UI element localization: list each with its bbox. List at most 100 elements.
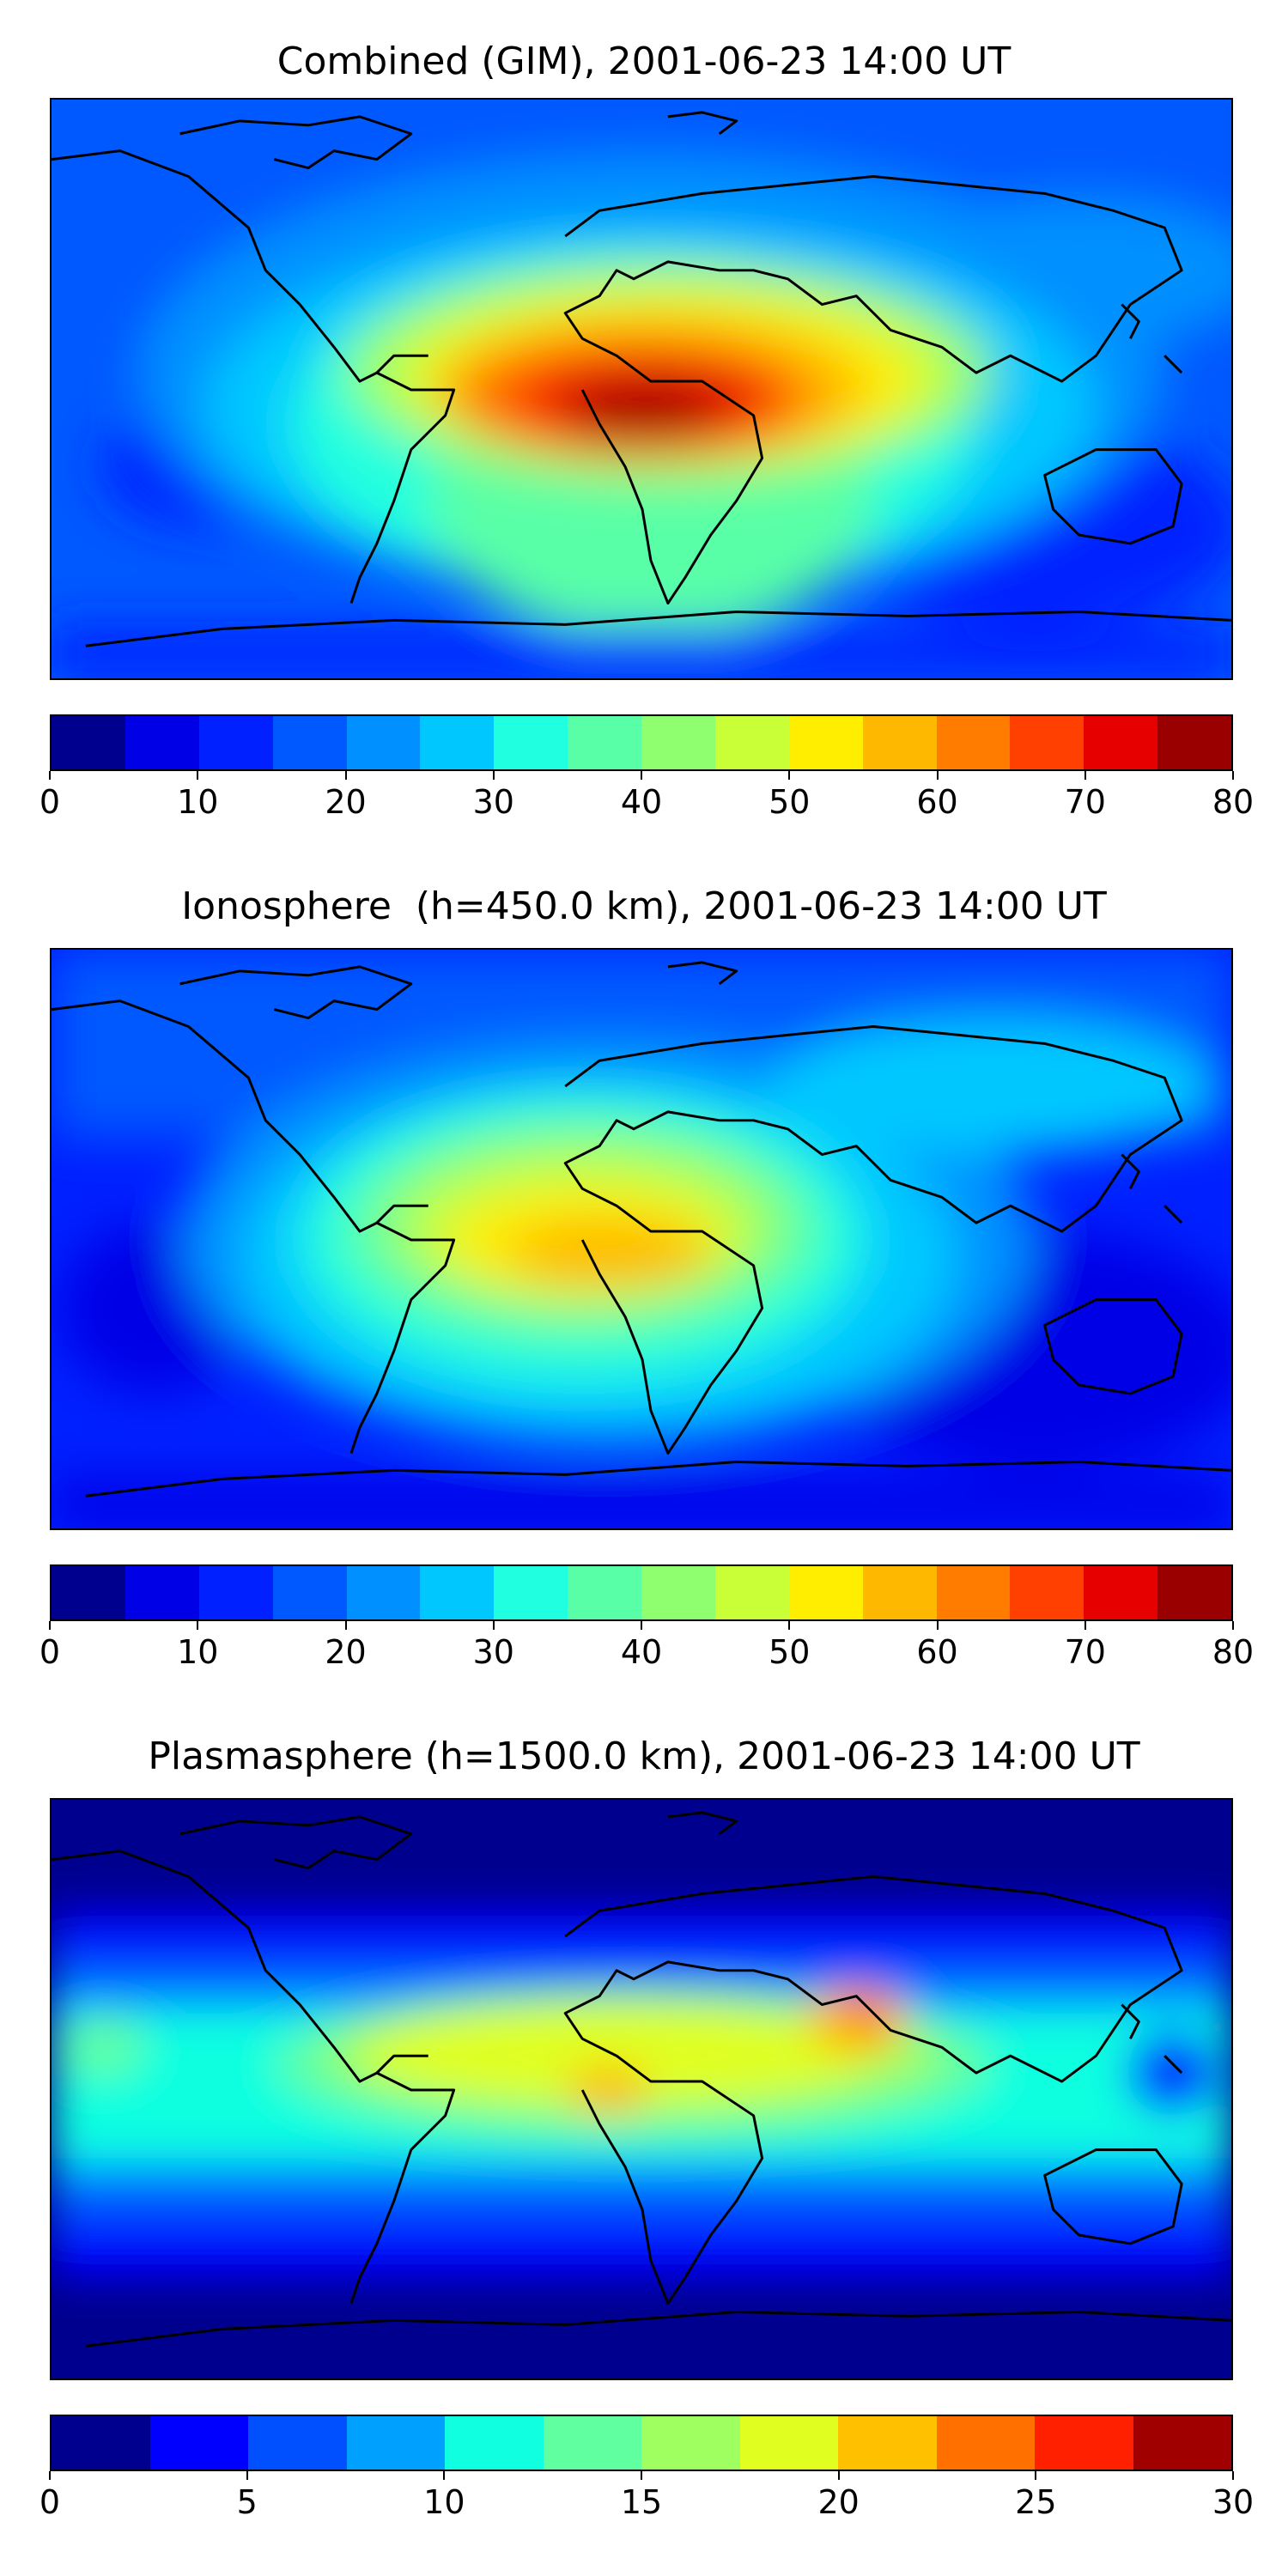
colorbar-segment [125, 1566, 199, 1619]
colorbar-segment [1084, 716, 1158, 769]
colorbar-segment [1010, 1566, 1084, 1619]
colorbar-segment [936, 716, 1011, 769]
map-title: Plasmasphere (h=1500.0 km), 2001-06-23 1… [148, 1735, 1140, 1778]
colorbar-segment [1010, 716, 1084, 769]
colorbar-tick [492, 771, 495, 780]
colorbar-segment [346, 1566, 421, 1619]
colorbar-ticks-ionosphere: 0 10 20 30 40 50 60 70 80 [39, 1621, 1254, 1673]
colorbar-tick [344, 771, 347, 780]
colorbar-tick-label: 10 [177, 1633, 219, 1671]
colorbar-segment [641, 716, 715, 769]
colorbar-tick [788, 1621, 791, 1630]
colorbar-segment [346, 716, 421, 769]
colorbar-segment [272, 716, 347, 769]
colorbar-segment [788, 716, 863, 769]
colorbar-segment [641, 2416, 740, 2470]
colorbar-tick [1084, 771, 1086, 780]
colorbar-segment [52, 2416, 150, 2470]
colorbar-tick-label: 80 [1212, 783, 1255, 821]
colorbar-segment [714, 1566, 789, 1619]
tec-contours [52, 1911, 1231, 2278]
colorbar-tick [344, 1621, 347, 1630]
colorbar-segment [641, 1566, 715, 1619]
colorbar-tick-label: 0 [39, 783, 61, 821]
colorbar-segment [788, 1566, 863, 1619]
colorbar-segment [445, 2416, 544, 2470]
colorbar-tick [641, 771, 642, 780]
colorbar-tick [1232, 1621, 1234, 1630]
colorbar-tick-label: 10 [423, 2483, 465, 2521]
colorbar-tick [837, 2471, 840, 2480]
colorbar-segment [714, 716, 789, 769]
colorbar-segment [1157, 716, 1231, 769]
colorbar-combined [50, 714, 1233, 771]
colorbar-segment [739, 2416, 838, 2470]
colorbar-tick-label: 15 [620, 2483, 663, 2521]
colorbar-tick-label: 10 [177, 783, 219, 821]
colorbar-tick [49, 2471, 51, 2480]
colorbar-tick-label: 80 [1212, 1633, 1255, 1671]
colorbar-tick-label: 70 [1064, 783, 1106, 821]
colorbar-segment [346, 2416, 445, 2470]
colorbar-segment [936, 1566, 1011, 1619]
colorbar-segment [248, 2416, 347, 2470]
colorbar-segment [568, 716, 641, 769]
colorbar-tick-label: 30 [472, 1633, 514, 1671]
colorbar-tick-label: 40 [620, 1633, 663, 1671]
colorbar-tick [443, 2471, 446, 2480]
colorbar-tick-label: 50 [769, 1633, 811, 1671]
colorbar-segment [125, 716, 199, 769]
tec-contours [52, 150, 1231, 678]
colorbar-tick-label: 20 [325, 783, 367, 821]
colorbar-ionosphere [50, 1564, 1233, 1621]
colorbar-tick [1232, 2471, 1234, 2480]
colorbar-segment [862, 716, 937, 769]
map-title: Combined (GIM), 2001-06-23 14:00 UT [276, 39, 1012, 83]
colorbar-segment [1133, 2416, 1231, 2470]
coastlines [52, 961, 1231, 1498]
colorbar-segment [1084, 1566, 1158, 1619]
colorbar-segment [543, 2416, 641, 2470]
colorbar-tick-label: 30 [1212, 2483, 1255, 2521]
colorbar-tick-label: 50 [769, 783, 811, 821]
colorbar-tick-label: 5 [236, 2483, 258, 2521]
colorbar-segment [494, 1566, 568, 1619]
colorbar-segment [862, 1566, 937, 1619]
colorbar-segment [936, 2416, 1035, 2470]
coastlines [52, 111, 1231, 647]
coastlines [52, 1811, 1231, 2348]
colorbar-segment [1035, 2416, 1133, 2470]
colorbar-tick-label: 20 [325, 1633, 367, 1671]
colorbar-tick [1232, 771, 1234, 780]
colorbar-segment [494, 716, 568, 769]
colorbar-tick-label: 25 [1015, 2483, 1057, 2521]
colorbar-tick [197, 771, 199, 780]
colorbar-segment [272, 1566, 347, 1619]
colorbar-segment [149, 2416, 248, 2470]
colorbar-segment [568, 1566, 641, 1619]
tec-map-ionosphere [50, 948, 1233, 1530]
colorbar-tick-label: 40 [620, 783, 663, 821]
colorbar-tick [1084, 1621, 1086, 1630]
colorbar-segment [198, 716, 273, 769]
colorbar-tick-label: 0 [39, 1633, 61, 1671]
colorbar-tick [936, 771, 939, 780]
tec-contours [52, 950, 1231, 1528]
colorbar-tick-label: 20 [817, 2483, 860, 2521]
colorbar-tick-label: 0 [39, 2483, 61, 2521]
tec-map-combined [50, 98, 1233, 680]
colorbar-segment [1157, 1566, 1231, 1619]
colorbar-tick [788, 771, 791, 780]
colorbar-tick [492, 1621, 495, 1630]
map-title: Ionosphere (h=450.0 km), 2001-06-23 14:0… [181, 884, 1107, 928]
colorbar-tick [197, 1621, 199, 1630]
colorbar-tick [641, 2471, 642, 2480]
colorbar-tick [641, 1621, 642, 1630]
colorbar-segment [198, 1566, 273, 1619]
colorbar-segment [420, 716, 495, 769]
colorbar-tick [936, 1621, 939, 1630]
colorbar-segment [52, 1566, 125, 1619]
colorbar-segment [420, 1566, 495, 1619]
colorbar-plasmasphere [50, 2415, 1233, 2471]
colorbar-tick-label: 60 [916, 783, 958, 821]
